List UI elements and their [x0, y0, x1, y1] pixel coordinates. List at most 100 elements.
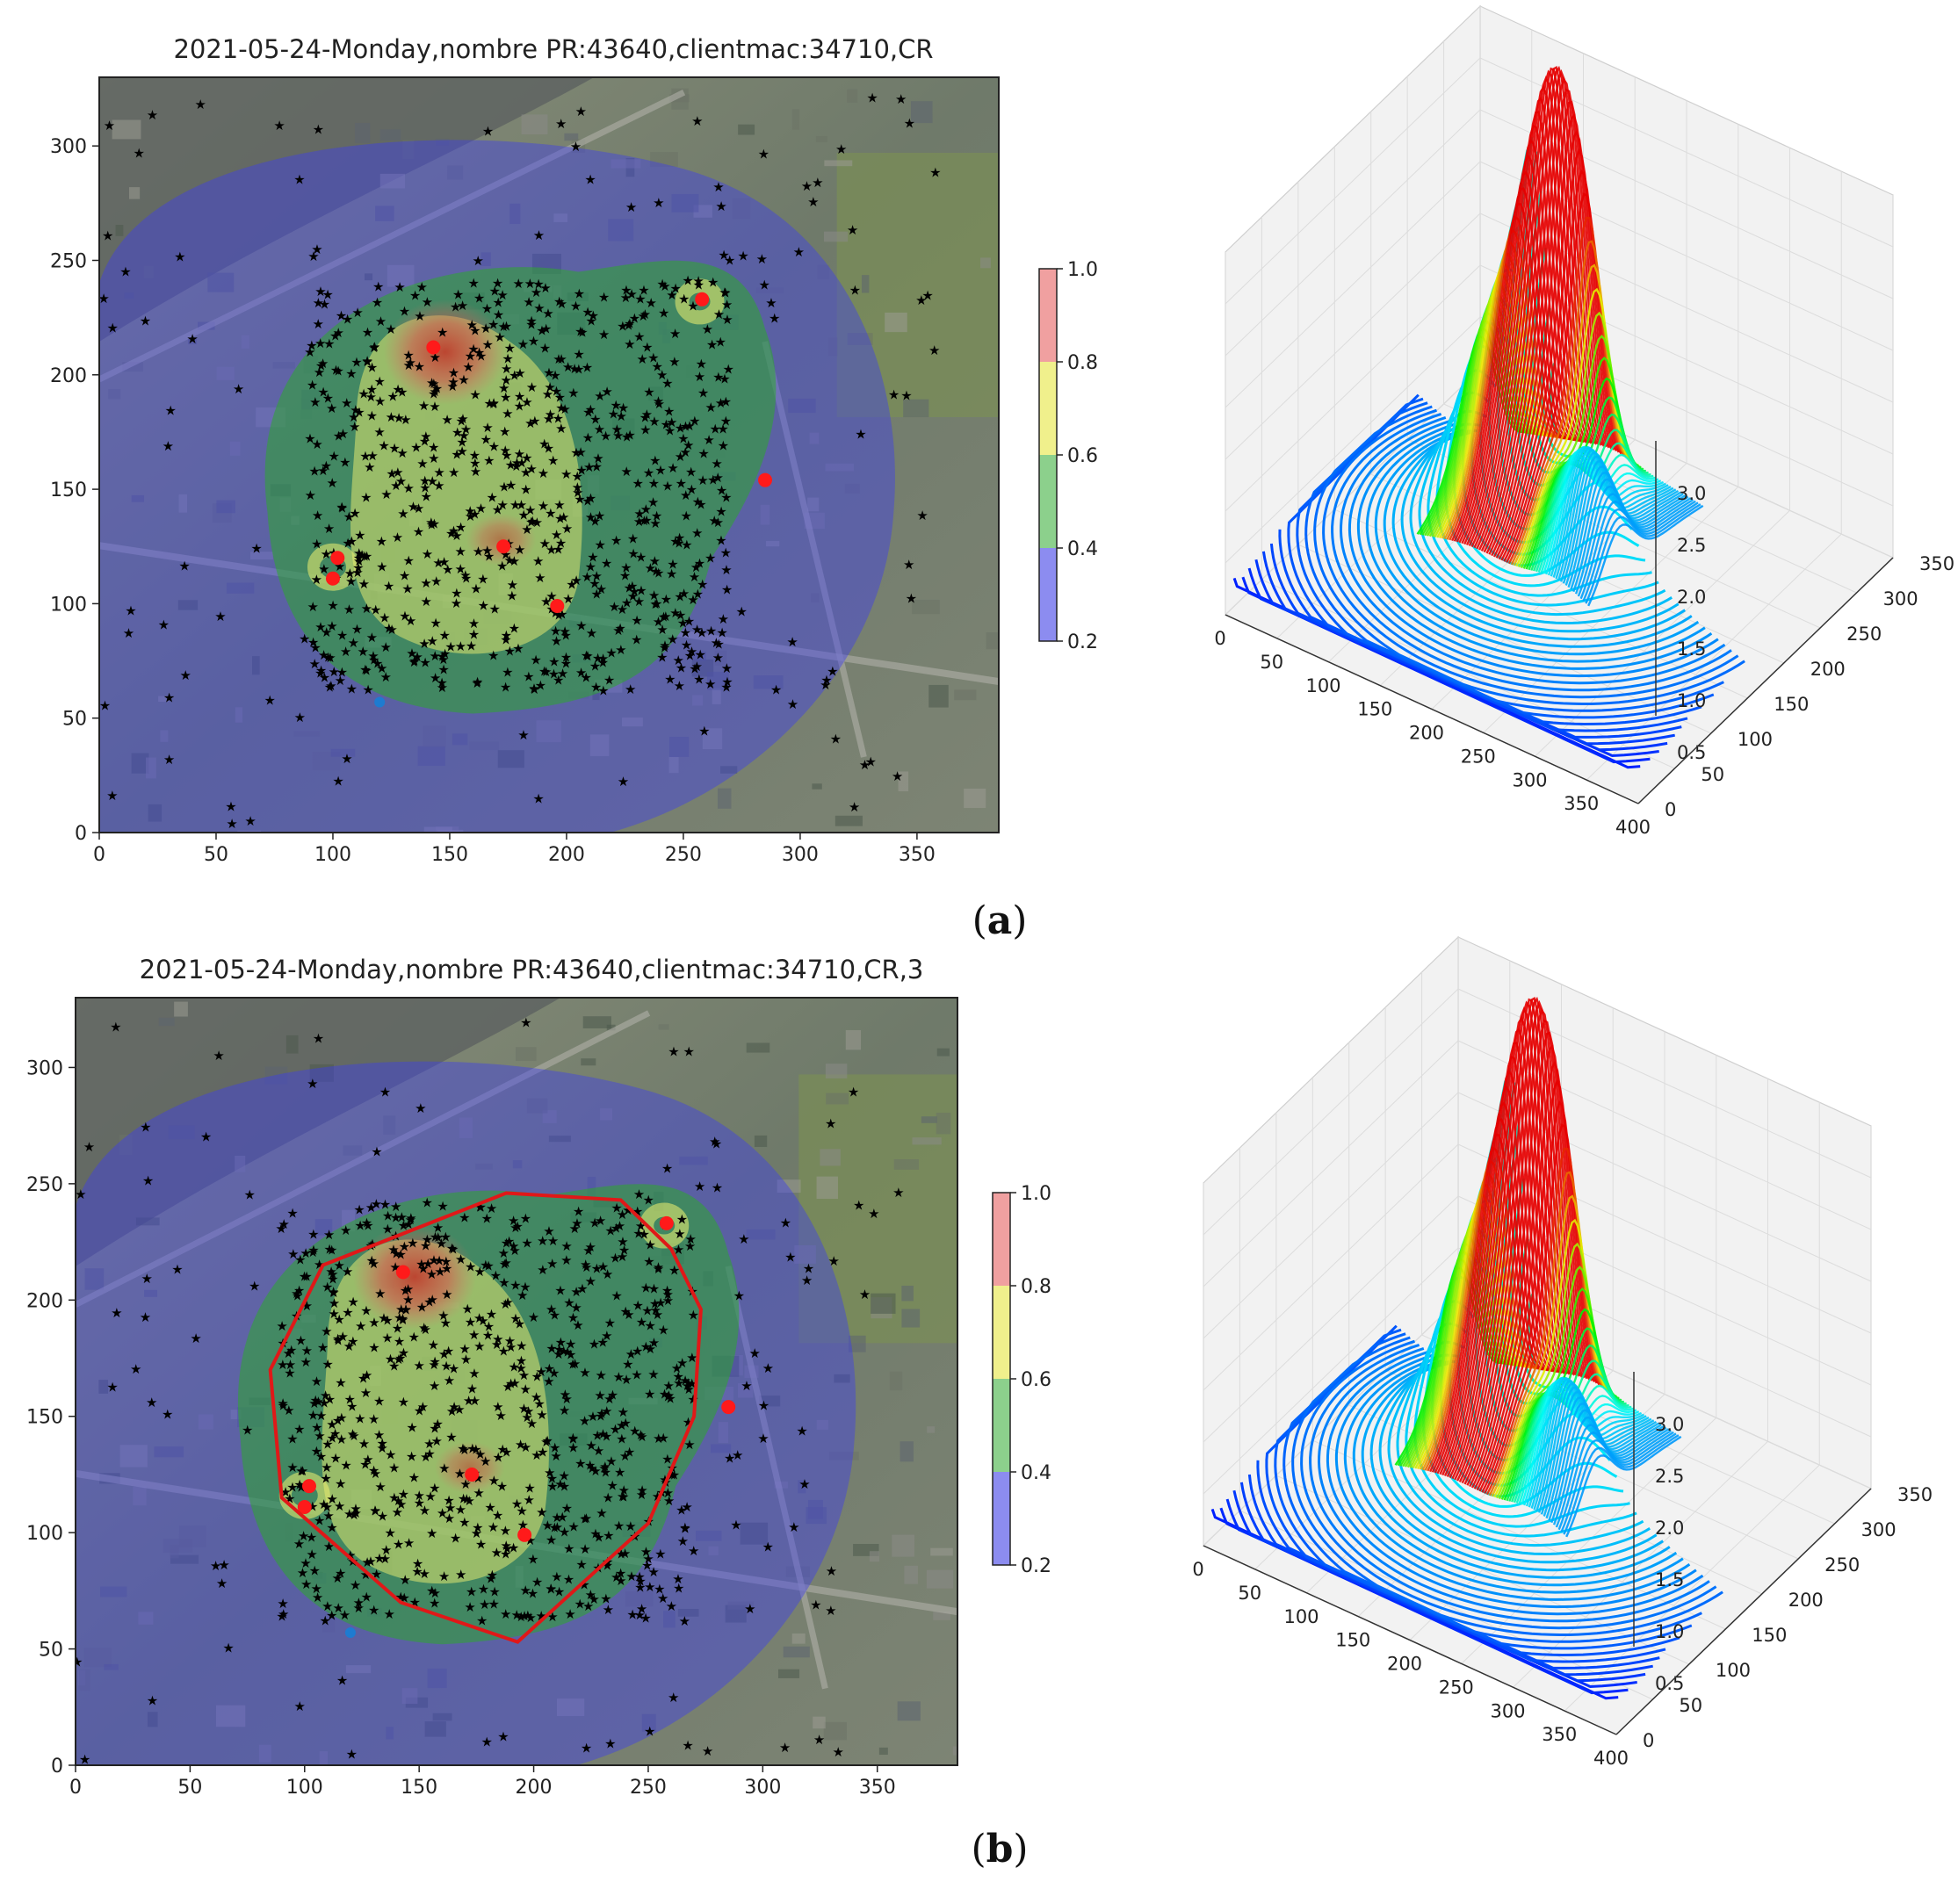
scatter-point: ★	[477, 1313, 488, 1329]
scatter-point: ★	[332, 1600, 343, 1616]
scatter-point: ★	[545, 1302, 557, 1317]
axes-frame	[75, 997, 958, 1766]
scatter-point: ★	[311, 1581, 322, 1597]
scatter-point: ★	[146, 1395, 157, 1410]
scatter-point: ★	[473, 1485, 484, 1501]
scatter-point: ★	[647, 1367, 659, 1382]
scatter-point: ★	[509, 621, 520, 637]
scatter-point: ★	[343, 508, 355, 524]
scatter-point: ★	[306, 337, 317, 353]
x-tick-label: 400	[1615, 817, 1651, 838]
scatter-point: ★	[329, 1295, 340, 1311]
scatter-point: ★	[416, 1299, 428, 1315]
scatter-point: ★	[523, 294, 534, 310]
scatter-point: ★	[403, 480, 415, 496]
scatter-point: ★	[387, 389, 399, 405]
grid-line	[1513, 1440, 1768, 1688]
scatter-point: ★	[645, 1341, 656, 1357]
scatter-point: ★	[277, 1357, 288, 1373]
scatter-point: ★	[508, 1213, 519, 1229]
scatter-point: ★	[849, 282, 861, 298]
scatter-point: ★	[438, 554, 450, 570]
scatter-point: ★	[545, 1581, 557, 1597]
scatter-point: ★	[716, 482, 727, 498]
scatter-point: ★	[319, 669, 330, 685]
scatter-point: ★	[607, 1388, 618, 1403]
scatter-point: ★	[825, 1115, 836, 1131]
x-tick-label: 50	[204, 844, 228, 866]
scatter-point: ★	[705, 624, 717, 639]
scatter-point: ★	[647, 350, 659, 365]
scatter-point: ★	[531, 1447, 542, 1463]
surface-contour	[1361, 1361, 1671, 1579]
scatter-point: ★	[350, 1577, 361, 1593]
scatter-point: ★	[807, 194, 819, 210]
scatter-point: ★	[418, 398, 430, 414]
scatter-point: ★	[500, 680, 511, 696]
building	[668, 736, 690, 757]
scatter-point: ★	[676, 660, 687, 675]
scatter-point: ★	[276, 1318, 287, 1334]
density-zone-0.6	[322, 1239, 550, 1584]
building	[964, 788, 986, 809]
scatter-point: ★	[378, 1310, 389, 1326]
scatter-point: ★	[574, 444, 586, 460]
building	[582, 1016, 611, 1028]
scatter-point: ★	[661, 1161, 673, 1177]
scatter-point: ★	[669, 605, 681, 621]
scatter-point: ★	[718, 247, 729, 263]
building	[812, 783, 822, 790]
scatter-point: ★	[483, 452, 495, 468]
scatter-point: ★	[712, 470, 723, 486]
scatter-point: ★	[653, 614, 664, 630]
scatter-point: ★	[450, 1530, 461, 1546]
scatter-point: ★	[906, 590, 917, 606]
scatter-point: ★	[585, 509, 596, 525]
scatter-point: ★	[353, 1202, 365, 1218]
x-tick-label: 350	[859, 1777, 896, 1799]
scatter-point: ★	[521, 394, 532, 410]
x-tick-label: 0	[69, 1777, 82, 1799]
scatter-point: ★	[426, 1525, 437, 1541]
scatter-point: ★	[621, 595, 632, 611]
scatter-point: ★	[559, 624, 570, 639]
scatter-point: ★	[423, 1295, 435, 1310]
red-point	[325, 571, 340, 586]
z-tick-label: 2.0	[1677, 587, 1706, 608]
scatter-point: ★	[721, 674, 733, 690]
scatter-point: ★	[376, 534, 387, 550]
scatter-point: ★	[468, 626, 480, 642]
scatter-point: ★	[705, 400, 717, 415]
scatter-point: ★	[585, 313, 596, 328]
scatter-point: ★	[642, 1192, 654, 1208]
scatter-point: ★	[535, 1364, 546, 1380]
scatter-point: ★	[657, 1590, 668, 1606]
scatter-point: ★	[696, 356, 707, 371]
y-tick-label: 250	[1824, 1554, 1860, 1576]
scatter-point: ★	[328, 1284, 339, 1300]
scatter-point: ★	[724, 253, 735, 269]
scatter-point: ★	[422, 294, 433, 310]
scatter-point: ★	[484, 1499, 495, 1515]
surface-contour	[1339, 415, 1726, 685]
scatter-point: ★	[644, 1724, 655, 1740]
scatter-point: ★	[915, 292, 927, 308]
scatter-point: ★	[549, 1439, 560, 1455]
river	[99, 77, 595, 342]
scatter-point: ★	[437, 1505, 448, 1521]
scatter-point: ★	[332, 1331, 343, 1346]
scatter-point: ★	[308, 656, 320, 672]
scatter-point: ★	[399, 568, 410, 584]
scatter-point: ★	[617, 318, 628, 334]
building	[807, 497, 820, 512]
scatter-point: ★	[516, 1352, 527, 1368]
scatter-point: ★	[712, 1179, 723, 1195]
scatter-point: ★	[292, 1287, 303, 1303]
scatter-point: ★	[697, 446, 709, 462]
building	[912, 1137, 942, 1145]
scatter-point: ★	[505, 1375, 517, 1391]
scatter-point: ★	[664, 1390, 676, 1406]
scatter-point: ★	[422, 1232, 433, 1248]
scatter-point: ★	[520, 465, 531, 480]
scatter-point: ★	[318, 1396, 329, 1411]
